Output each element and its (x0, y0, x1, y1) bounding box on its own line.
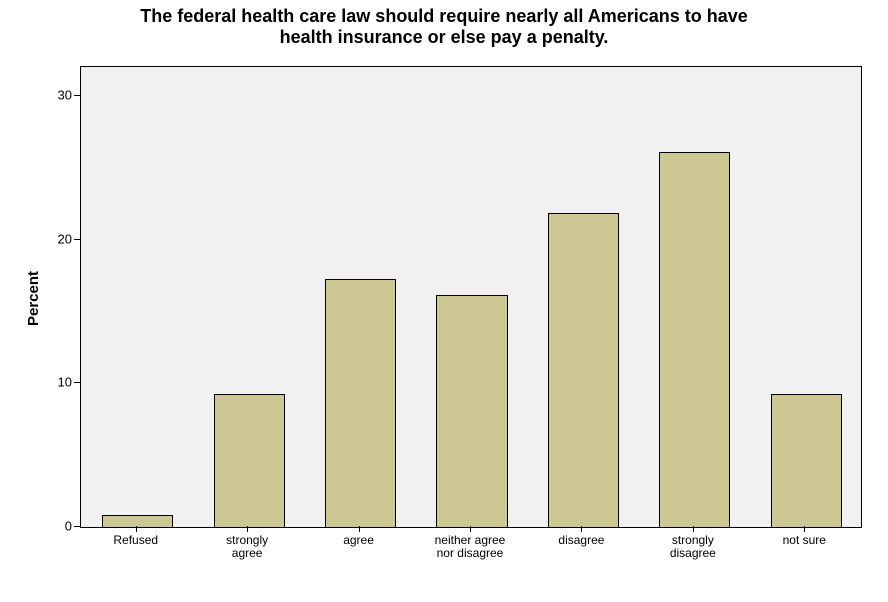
x-tick-label: Refused (75, 534, 196, 547)
plot-area (80, 66, 862, 528)
x-tick-mark (581, 526, 582, 532)
x-tick-label: neither agree nor disagree (409, 534, 530, 560)
x-tick-label: strongly disagree (632, 534, 753, 560)
y-tick-label: 10 (42, 375, 72, 390)
x-tick-mark (470, 526, 471, 532)
page: The federal health care law should requi… (0, 0, 888, 602)
x-tick-mark (804, 526, 805, 532)
x-tick-label: disagree (521, 534, 642, 547)
bar (325, 279, 396, 527)
y-tick-mark (74, 95, 80, 96)
bar (436, 295, 507, 527)
y-tick-mark (74, 382, 80, 383)
bar (102, 515, 173, 528)
bar (548, 213, 619, 527)
x-tick-label: strongly agree (186, 534, 307, 560)
y-axis-title: Percent (25, 271, 42, 326)
x-tick-mark (136, 526, 137, 532)
y-tick-mark (74, 526, 80, 527)
chart-title: The federal health care law should requi… (0, 0, 888, 47)
bar (214, 394, 285, 527)
x-tick-mark (693, 526, 694, 532)
y-tick-label: 0 (42, 519, 72, 534)
x-tick-label: agree (298, 534, 419, 547)
y-tick-mark (74, 239, 80, 240)
bar (659, 152, 730, 527)
y-tick-label: 30 (42, 87, 72, 102)
x-tick-label: not sure (744, 534, 865, 547)
x-tick-mark (359, 526, 360, 532)
x-tick-mark (247, 526, 248, 532)
chart-area: Percent 0 10 20 30 Refusedstrongly agreeagre… (0, 56, 888, 596)
bar (771, 394, 842, 527)
y-tick-label: 20 (42, 231, 72, 246)
